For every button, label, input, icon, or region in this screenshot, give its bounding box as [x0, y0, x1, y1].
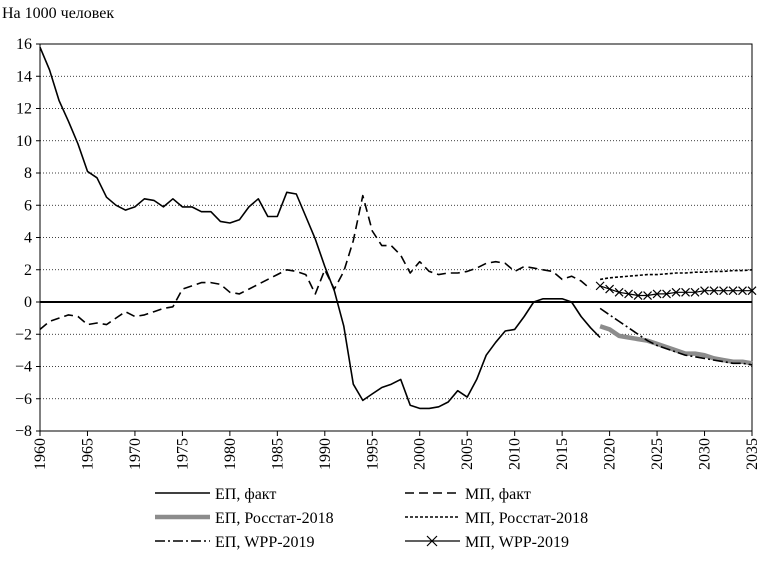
- series-line: [599, 307, 753, 366]
- x-tick-label: 2015: [554, 438, 571, 470]
- y-tick-label: −8: [15, 423, 32, 440]
- point-marker: [709, 286, 719, 296]
- series-line: [599, 324, 753, 366]
- y-tick-label: 0: [24, 294, 32, 311]
- point-marker: [605, 284, 615, 294]
- point-marker: [681, 287, 690, 297]
- x-tick-label: 2005: [459, 438, 476, 470]
- point-marker: [747, 286, 757, 296]
- x-tick-label: 1960: [32, 438, 49, 470]
- point-marker: [643, 291, 652, 300]
- y-tick-label: 14: [16, 68, 32, 85]
- x-tick-label: 1985: [269, 438, 286, 470]
- point-marker: [652, 289, 662, 299]
- y-tick-label: −6: [15, 391, 32, 408]
- legend-label: ЕП, Росстат-2018: [215, 510, 334, 527]
- y-tick-label: 10: [16, 133, 32, 150]
- x-tick-label: 1970: [127, 438, 144, 470]
- x-tick-label: 2000: [412, 438, 429, 470]
- point-marker: [614, 287, 624, 297]
- point-marker: [662, 289, 671, 299]
- x-tick-label: 2010: [507, 438, 524, 470]
- point-marker: [700, 286, 709, 296]
- y-tick-label: 8: [24, 165, 32, 182]
- legend-label: МП, WPP-2019: [465, 534, 569, 551]
- legend-label: ЕП, факт: [215, 486, 276, 503]
- x-tick-label: 2030: [697, 438, 714, 470]
- y-tick-label: −2: [15, 326, 32, 343]
- y-axis-label: На 1000 человек: [2, 5, 114, 22]
- legend-label: МП, факт: [465, 486, 531, 503]
- series-line: [39, 46, 601, 410]
- point-marker: [595, 281, 605, 291]
- x-tick-label: 2020: [602, 438, 619, 470]
- point-marker: [671, 287, 681, 297]
- point-marker: [633, 291, 643, 300]
- y-tick-label: 12: [16, 101, 32, 118]
- series-line: [39, 194, 592, 331]
- y-tick-label: −4: [15, 359, 32, 376]
- x-tick-label: 2035: [744, 438, 760, 470]
- point-marker: [728, 286, 738, 296]
- x-tick-label: 1975: [174, 438, 191, 470]
- x-tick-label: 1990: [317, 438, 334, 470]
- y-tick-label: 2: [24, 262, 32, 279]
- y-tick-label: 16: [16, 36, 32, 53]
- y-tick-label: 4: [24, 230, 32, 247]
- x-tick-label: 1995: [364, 438, 381, 470]
- legend-label: МП, Росстат-2018: [465, 510, 588, 527]
- plot-frame: [39, 43, 753, 432]
- legend-label: ЕП, WPP-2019: [215, 534, 315, 551]
- y-tick-label: 6: [24, 197, 32, 214]
- legend-marker: [426, 535, 438, 547]
- x-tick-label: 1965: [79, 438, 96, 470]
- point-marker: [690, 287, 700, 297]
- point-marker: [624, 289, 634, 299]
- point-marker: [719, 286, 728, 296]
- series-line: [599, 269, 753, 281]
- x-tick-label: 2025: [649, 438, 666, 470]
- x-tick-label: 1980: [222, 438, 239, 470]
- point-marker: [738, 286, 747, 296]
